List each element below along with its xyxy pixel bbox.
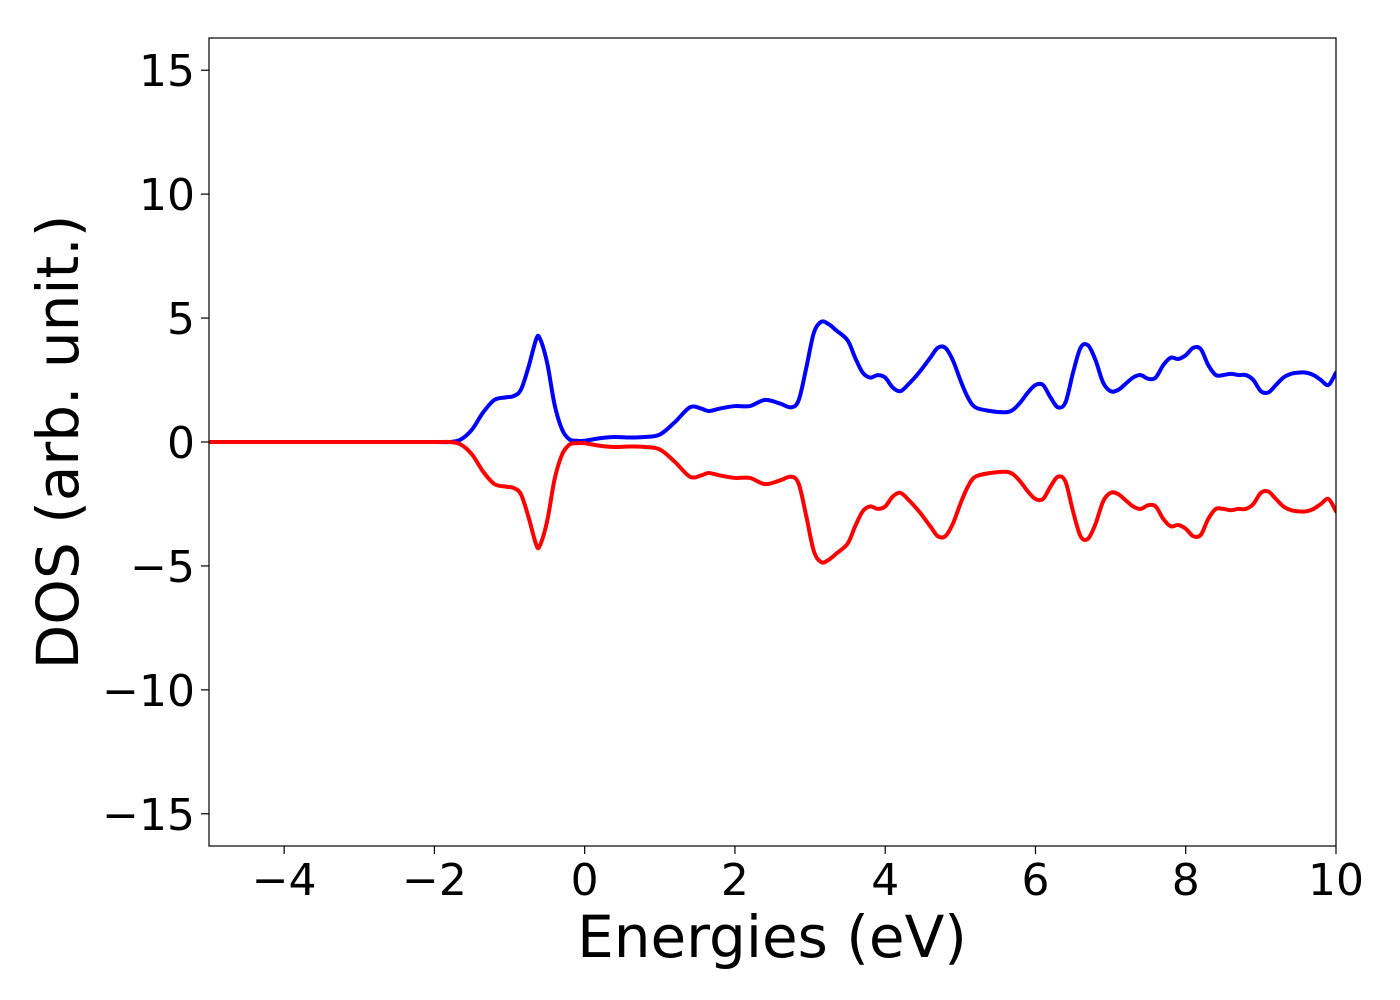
y-tick-label: −5 — [130, 542, 195, 593]
y-tick-label: −15 — [102, 790, 195, 841]
x-tick-label: 4 — [871, 855, 899, 906]
x-tick-label: 6 — [1021, 855, 1049, 906]
y-tick-label: −10 — [102, 666, 195, 717]
x-tick-label: −2 — [402, 855, 467, 906]
series-lines — [209, 319, 1336, 565]
y-tick-label: 0 — [167, 418, 195, 469]
x-tick-label: 2 — [721, 855, 749, 906]
y-axis-ticks: 15 10 5 0 −5 −10 −15 — [102, 46, 209, 841]
x-axis-label: Energies (eV) — [577, 903, 967, 971]
plot-area — [208, 37, 1337, 847]
series-line-down — [209, 439, 1336, 565]
y-axis-label: DOS (arb. unit.) — [24, 215, 92, 670]
x-axis-ticks: −4 −2 0 2 4 6 8 10 — [252, 846, 1364, 906]
x-tick-label: 10 — [1308, 855, 1364, 906]
y-tick-label: 5 — [167, 294, 195, 345]
x-tick-label: 0 — [571, 855, 599, 906]
y-tick-label: 15 — [139, 46, 195, 97]
y-tick-label: 10 — [139, 170, 195, 221]
x-tick-label: −4 — [252, 855, 317, 906]
series-line-up — [209, 319, 1336, 445]
x-tick-label: 8 — [1172, 855, 1200, 906]
